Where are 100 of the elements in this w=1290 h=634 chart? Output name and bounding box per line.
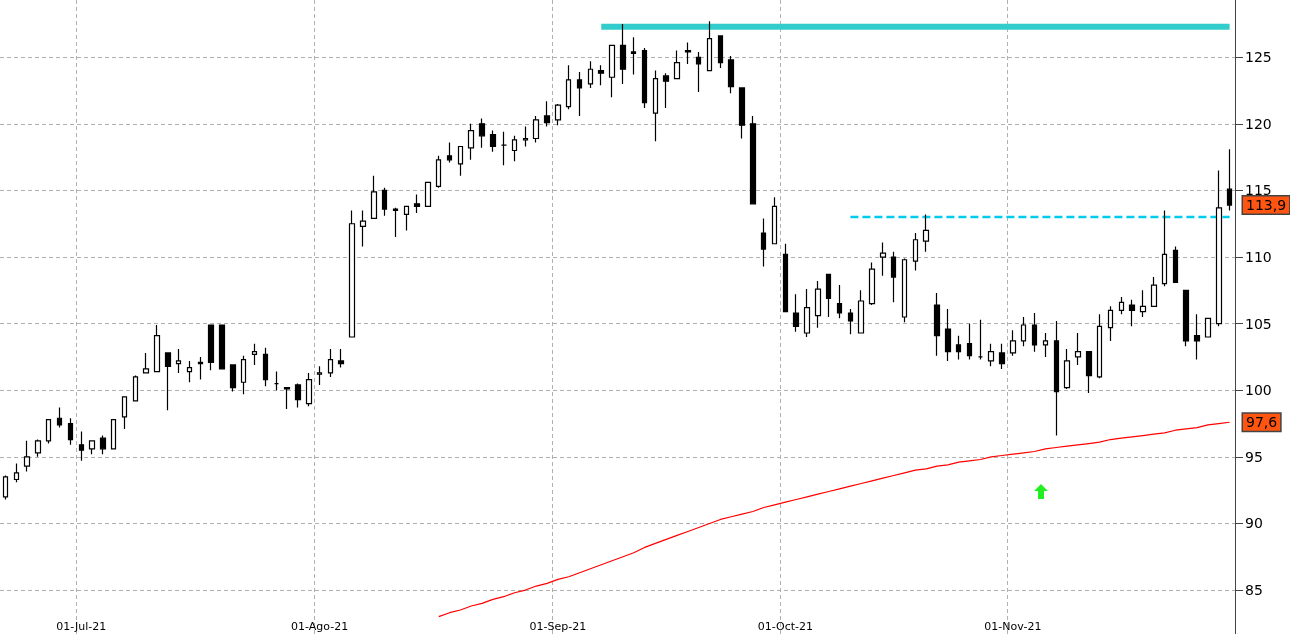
candlestick [403,205,410,232]
candlestick [814,280,822,329]
candlestick [1042,332,1049,358]
candlestick [792,293,800,333]
y-tick-label: 125 [1245,49,1272,66]
candlestick [1063,348,1071,390]
candlestick [825,273,832,318]
candlestick [446,141,453,164]
candlestick [2,474,9,501]
candlestick [717,35,724,69]
text: 97,6 [1246,414,1278,431]
candlestick [511,135,518,162]
candlestick [749,115,757,205]
candlestick [13,462,20,483]
candlestick [1204,317,1212,338]
candlestick [175,348,182,374]
y-tick-label: 115 [1245,182,1272,199]
candlestick [771,196,778,245]
candlestick [608,44,616,98]
candlestick [944,308,952,362]
y-tick-label: 105 [1245,315,1272,332]
candlestick [760,217,767,267]
candlestick [738,87,746,140]
candlestick [1215,169,1223,327]
candlestick [23,440,31,473]
candlestick [99,434,107,455]
candlestick [1031,312,1038,353]
candlestick [1182,289,1190,347]
candlestick [67,417,74,446]
candlestick [218,324,226,370]
y-tick-label: 85 [1245,582,1263,599]
candlestick [966,323,973,361]
candlestick [922,213,930,253]
candlestick [576,71,583,117]
candlestick [337,348,345,369]
candlestick [78,430,85,462]
candlestick [489,129,497,153]
candlestick [413,193,421,214]
candlestick [695,51,702,93]
candlestick [597,64,605,86]
candlestick [142,352,150,374]
candlestick [153,324,161,373]
candlestick [554,103,562,126]
candlestick [1020,316,1027,347]
y-tick-label: 90 [1245,515,1263,532]
candlestick [45,418,52,445]
candlestick [305,372,313,407]
candlestick [1150,276,1158,307]
candlestick [847,308,854,335]
candlestick [207,324,215,371]
candlestick [273,371,280,391]
candlestick [316,365,323,386]
candlestick [998,343,1006,370]
candlestick [706,20,713,72]
candlestick [912,232,919,271]
candlestick [662,72,670,109]
x-tick-label: 01-Nov-21 [984,620,1042,633]
candlestick [197,356,204,381]
x-tick-label: 01-Ago-21 [291,620,349,633]
text: 113,9 [1246,197,1287,214]
candlestick [857,289,865,334]
candlestick [457,145,464,177]
y-tick-label: 110 [1245,249,1272,266]
candlestick [121,396,128,430]
y-tick-label: 120 [1245,115,1272,132]
candlestick [727,55,735,94]
candlestick [186,360,193,383]
candlestick [500,131,508,166]
candlestick [1226,148,1233,212]
candlestick [283,386,291,410]
candlestick [294,383,302,409]
candlestick [1139,289,1147,318]
candlestick [251,343,258,366]
candlestick [348,209,356,338]
candlestick [565,64,572,110]
candlestick [164,352,172,411]
candlestick [240,355,247,395]
candlestick [1085,351,1093,394]
candlestick [673,50,681,80]
candlestick [1009,329,1017,357]
candlestick [1161,209,1168,287]
candlestick [652,69,659,142]
candlestick [987,343,995,367]
candlestick [587,60,594,89]
candlestick [901,257,908,323]
candlestick [1172,245,1179,283]
x-tick-label: 01-Jul-21 [56,620,107,633]
candlestick [543,100,551,128]
candlestick [424,181,432,208]
candlestick [522,125,529,148]
candlestick [641,47,648,109]
candlestick [532,115,540,144]
candlestick [803,288,811,338]
candlestick [110,418,117,450]
candlestick [229,364,237,393]
candlestick [327,348,334,378]
candlestick [1074,332,1082,366]
candlestick [132,375,139,402]
candlestick [478,117,486,149]
candlestick [933,292,941,357]
